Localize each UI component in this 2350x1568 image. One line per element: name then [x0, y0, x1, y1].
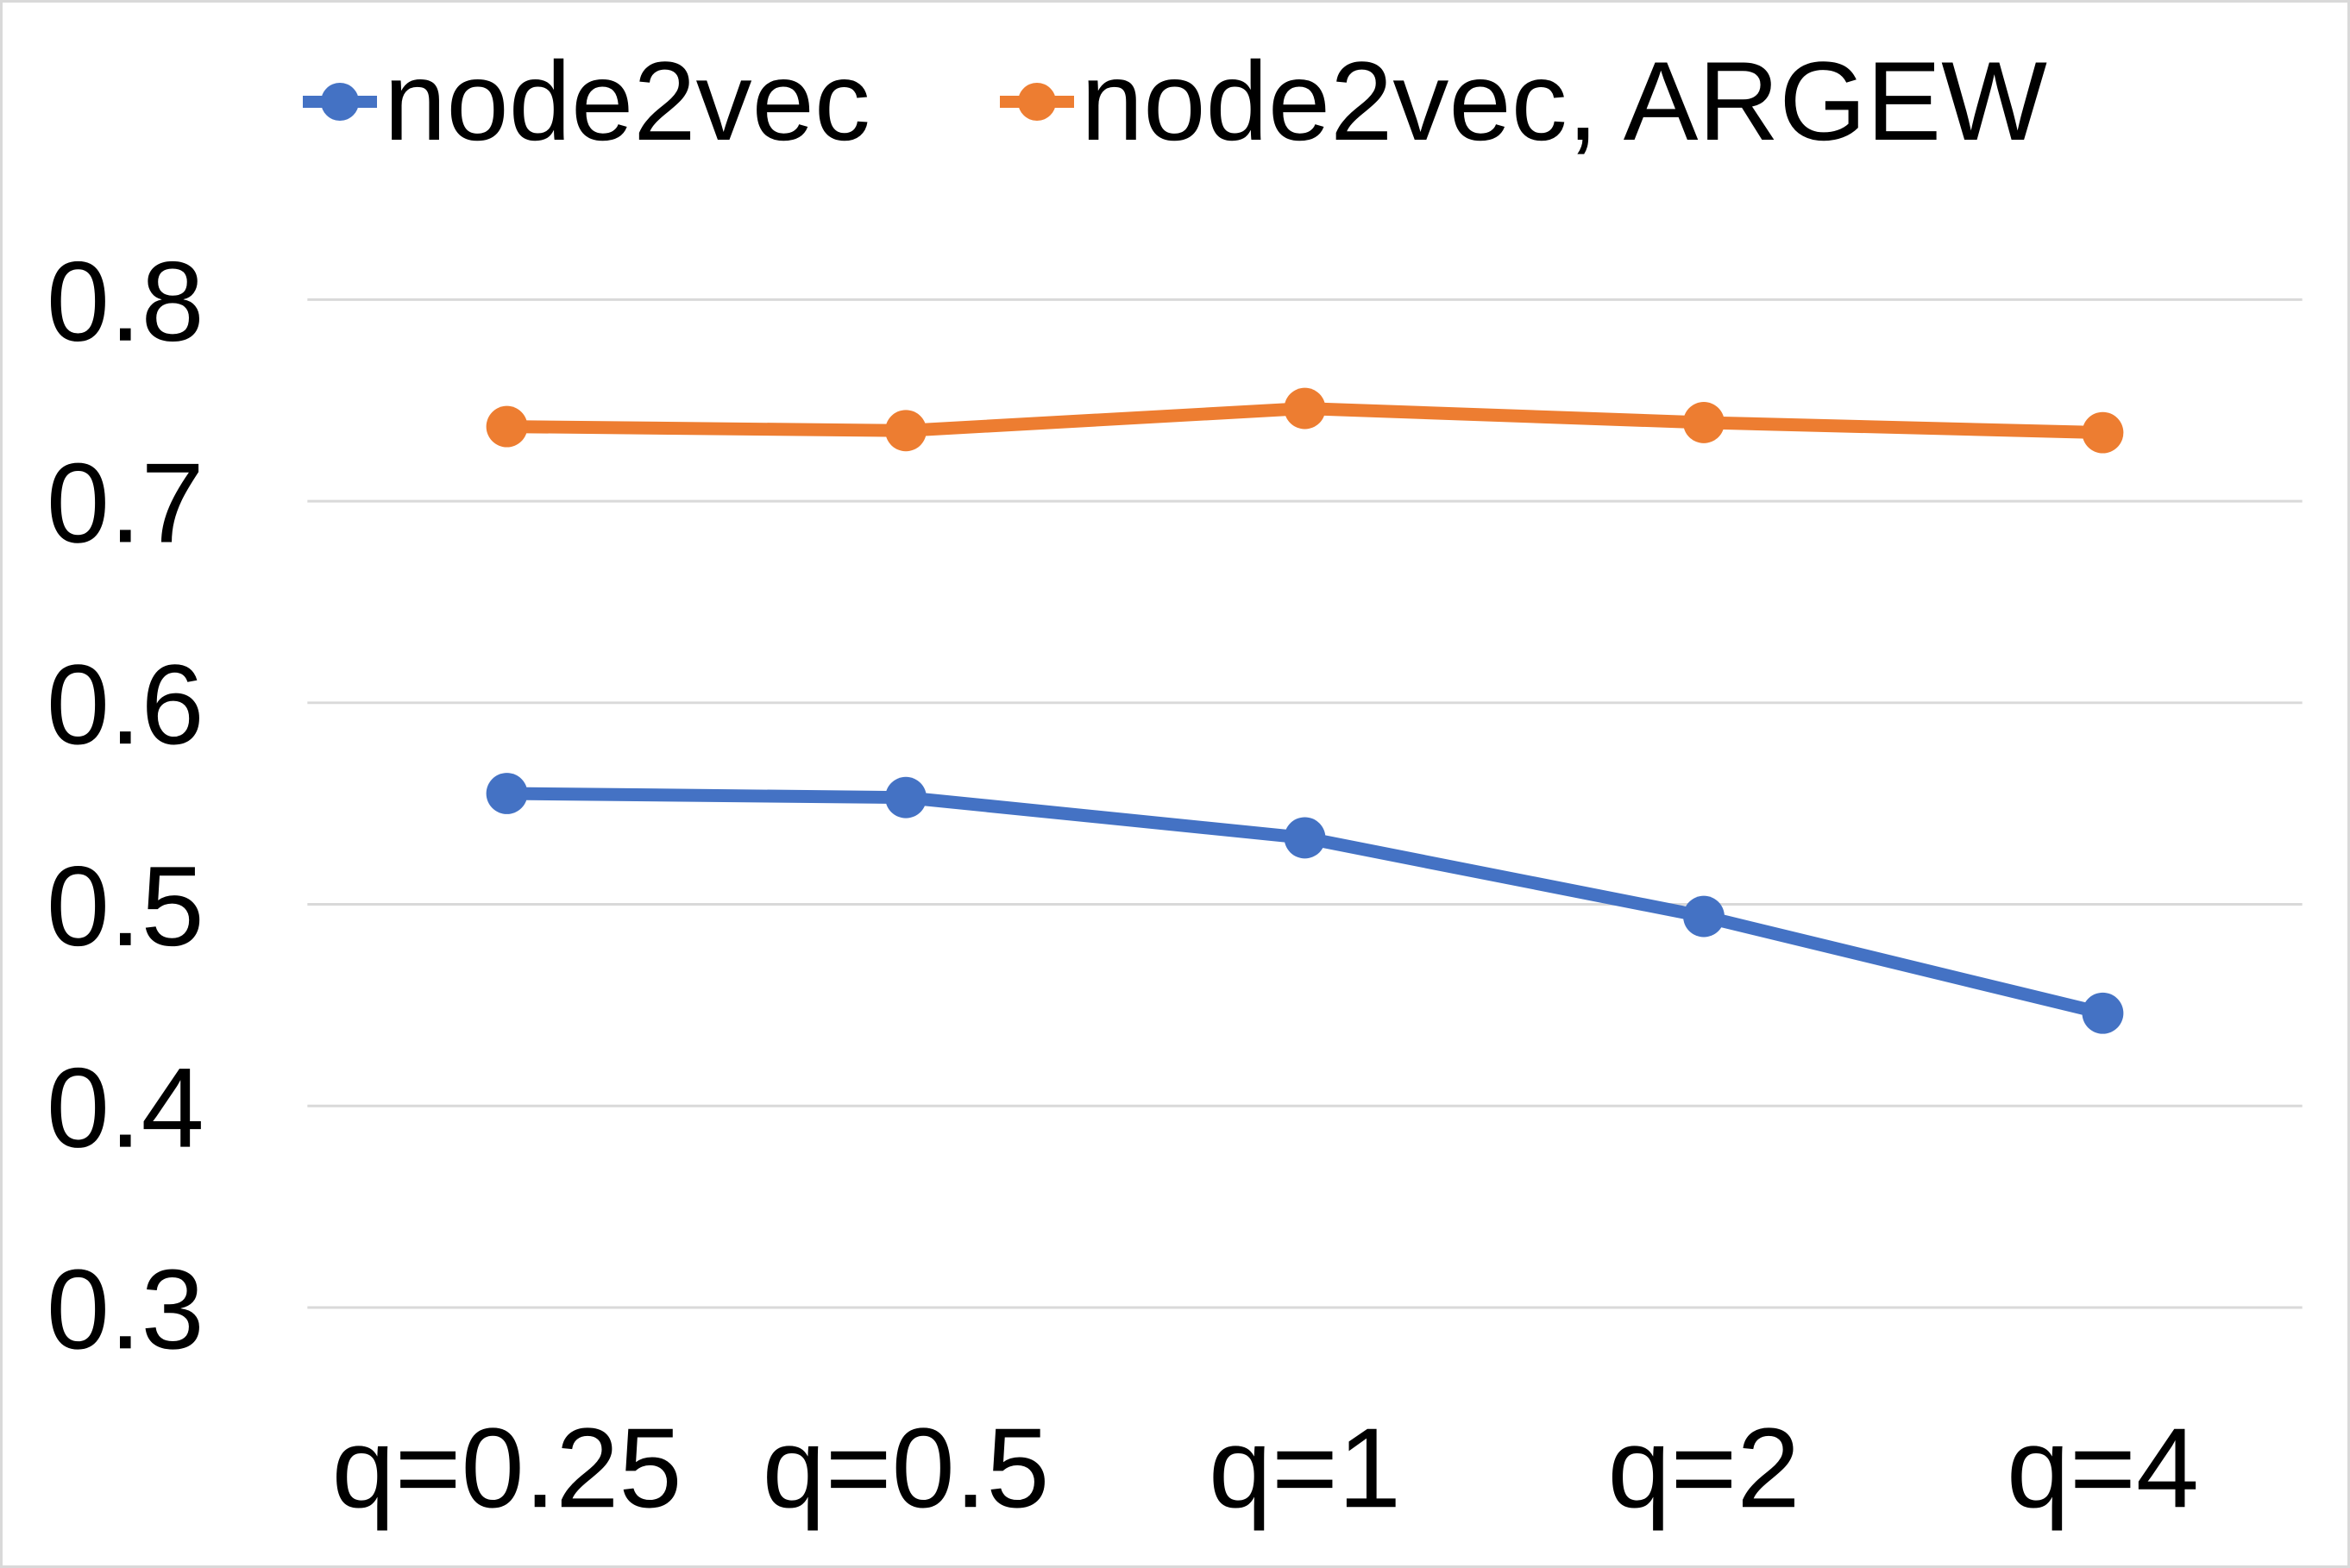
legend-label-node2vec: node2vec	[384, 38, 870, 164]
series-0-point-1	[885, 776, 927, 818]
series-0-point-0	[486, 773, 528, 814]
x-axis-tick-label: q=0.5	[763, 1404, 1050, 1531]
legend-item-node2vec: node2vec	[303, 37, 870, 166]
legend-marker-node2vec-icon	[303, 82, 378, 122]
series-0-point-4	[2082, 992, 2124, 1034]
legend-item-node2vec-argew: node2vec, ARGEW	[999, 37, 2047, 166]
series-1-point-2	[1284, 387, 1326, 430]
chart-svg: 0.8 0.7 0.6 0.5 0.4 0.3 q=0.25 q=0.5 q=1 q=2 q=4	[47, 238, 2303, 1531]
series-1-point-4	[2082, 411, 2124, 454]
series-1-point-1	[885, 410, 927, 452]
x-axis-tick-label: q=4	[2007, 1404, 2199, 1531]
y-axis-tick-label: 0.4	[47, 1044, 204, 1171]
series-1-point-3	[1683, 402, 1725, 443]
series-1-point-0	[486, 405, 528, 448]
legend-label-node2vec-argew: node2vec, ARGEW	[1080, 38, 2047, 164]
y-axis-tick-label: 0.6	[47, 641, 204, 768]
x-axis-tick-label: q=2	[1607, 1404, 1800, 1531]
y-axis-tick-label: 0.8	[47, 238, 204, 365]
y-axis-tick-label: 0.5	[47, 843, 204, 969]
legend-marker-node2vec-argew-icon	[999, 82, 1074, 122]
y-axis-tick-label: 0.3	[47, 1245, 204, 1372]
x-axis-tick-label: q=1	[1209, 1404, 1401, 1531]
series-0-point-3	[1683, 895, 1725, 938]
y-axis-tick-label: 0.7	[47, 439, 204, 566]
chart-legend: node2vec node2vec, ARGEW	[3, 37, 2347, 166]
series-0-point-2	[1284, 817, 1326, 859]
x-axis-tick-label: q=0.25	[332, 1404, 682, 1531]
